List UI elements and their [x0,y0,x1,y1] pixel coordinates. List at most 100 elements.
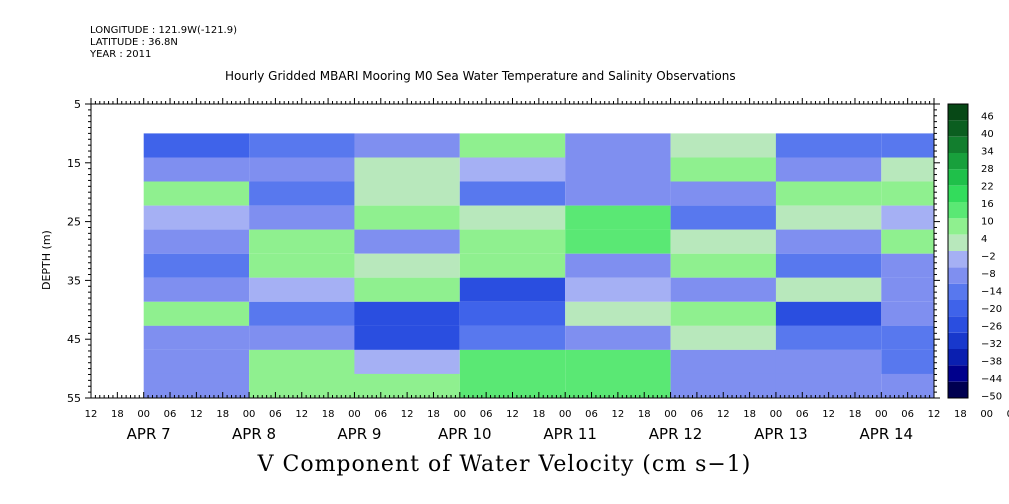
x-hour-label: 06 [164,409,177,420]
colorbar-frame [947,103,969,399]
y-tick-label: 45 [67,333,81,346]
heatmap-cell [354,205,460,230]
heatmap-cell [565,253,671,278]
x-hour-label: 18 [638,409,651,420]
heatmap-cell [670,229,776,254]
colorbar-label: 28 [981,164,994,175]
heatmap-cell [459,157,566,182]
heatmap-cell [565,133,671,158]
chart-title: Hourly Gridded MBARI Mooring M0 Sea Wate… [225,69,736,83]
x-day-label: APR 8 [232,425,276,443]
x-hour-label: 12 [928,409,941,420]
x-hour-label: 18 [954,409,967,420]
heatmap-cell [881,157,934,182]
colorbar-label: −32 [981,339,1002,350]
x-hour-label: 00 [137,409,150,420]
x-hour-label: 12 [190,409,203,420]
x-day-label: APR 10 [438,425,492,443]
heatmap-cell [459,229,566,254]
x-day-label: APR 14 [860,425,914,443]
y-tick-label: 15 [67,157,81,170]
heatmap-cell [565,325,671,350]
heatmap-cell [775,349,882,374]
heatmap-cell [459,133,566,158]
x-hour-label: 06 [585,409,598,420]
x-day-label: APR 11 [543,425,597,443]
x-hour-label: 18 [427,409,440,420]
colorbar-swatch [948,349,968,366]
heatmap-cell [670,205,776,230]
colorbar-swatch [948,267,968,284]
colorbar-label: −14 [981,287,1002,298]
heatmap-cell [775,181,882,206]
x-hour-label: 12 [717,409,730,420]
x-hour-label: 12 [506,409,519,420]
x-day-label: APR 7 [127,425,171,443]
year-label: YEAR : 2011 [90,49,152,60]
heatmap-cell [249,133,355,158]
colorbar-label: 4 [981,234,987,245]
heatmap-cell [670,253,776,278]
y-tick-label: 35 [67,274,81,287]
x-hour-label: 12 [85,409,98,420]
heatmap-cell [354,253,460,278]
colorbar-swatch [948,185,968,202]
heatmap-cell [143,349,250,374]
colorbar-swatch [948,234,968,251]
heatmap-cell [143,229,250,254]
x-hour-label: 12 [295,409,308,420]
heatmap-cell [354,325,460,350]
heatmap-cell [459,181,566,206]
x-hour-label: 06 [374,409,387,420]
x-hour-label: 06 [796,409,809,420]
x-hour-label: 00 [664,409,677,420]
heatmap-cell [775,253,882,278]
heatmap-cell [249,349,355,374]
heatmap-cell [249,325,355,350]
heatmap-cell [565,349,671,374]
colorbar-swatch [948,136,968,153]
heatmap-cell [354,349,460,374]
heatmap-cell [565,277,671,302]
heatmap-cell [249,301,355,326]
heatmap-cell [249,181,355,206]
heatmap-cell [881,229,934,254]
heatmap-cell [775,205,882,230]
heatmap-cell [670,301,776,326]
colorbar-label: −50 [981,392,1002,403]
heatmap-cell [775,301,882,326]
x-hour-label: 00 [770,409,783,420]
colorbar-swatch [948,300,968,317]
x-hour-label: 12 [612,409,625,420]
heatmap-cell [565,181,671,206]
heatmap-cell [354,133,460,158]
heatmap-cell [881,181,934,206]
x-hour-label: 18 [322,409,335,420]
x-hour-label: 06 [269,409,282,420]
x-hour-label: 18 [216,409,229,420]
x-day-label: APR 12 [649,425,703,443]
heatmap-cell [459,205,566,230]
heatmap-cell [354,157,460,182]
heatmap-cell [670,133,776,158]
y-tick-label: 55 [67,392,81,405]
x-hour-label: 00 [980,409,993,420]
heatmap-cell [354,301,460,326]
heatmap-cell [354,181,460,206]
colorbar-label: −26 [981,322,1002,333]
heatmap-cell [565,157,671,182]
heatmap-cell [881,205,934,230]
y-tick-label: 25 [67,216,81,229]
x-hour-label: 18 [743,409,756,420]
colorbar-swatch [948,202,968,219]
x-hour-label: 00 [453,409,466,420]
colorbar-swatch [948,365,968,382]
heatmap-cell [565,229,671,254]
heatmap-cell [775,277,882,302]
colorbar-swatch [948,120,968,137]
heatmap-cell [881,301,934,326]
x-hour-label: 12 [822,409,835,420]
heatmap-cell [249,229,355,254]
colorbar-label: −8 [981,269,996,280]
x-hour-label: 00 [348,409,361,420]
